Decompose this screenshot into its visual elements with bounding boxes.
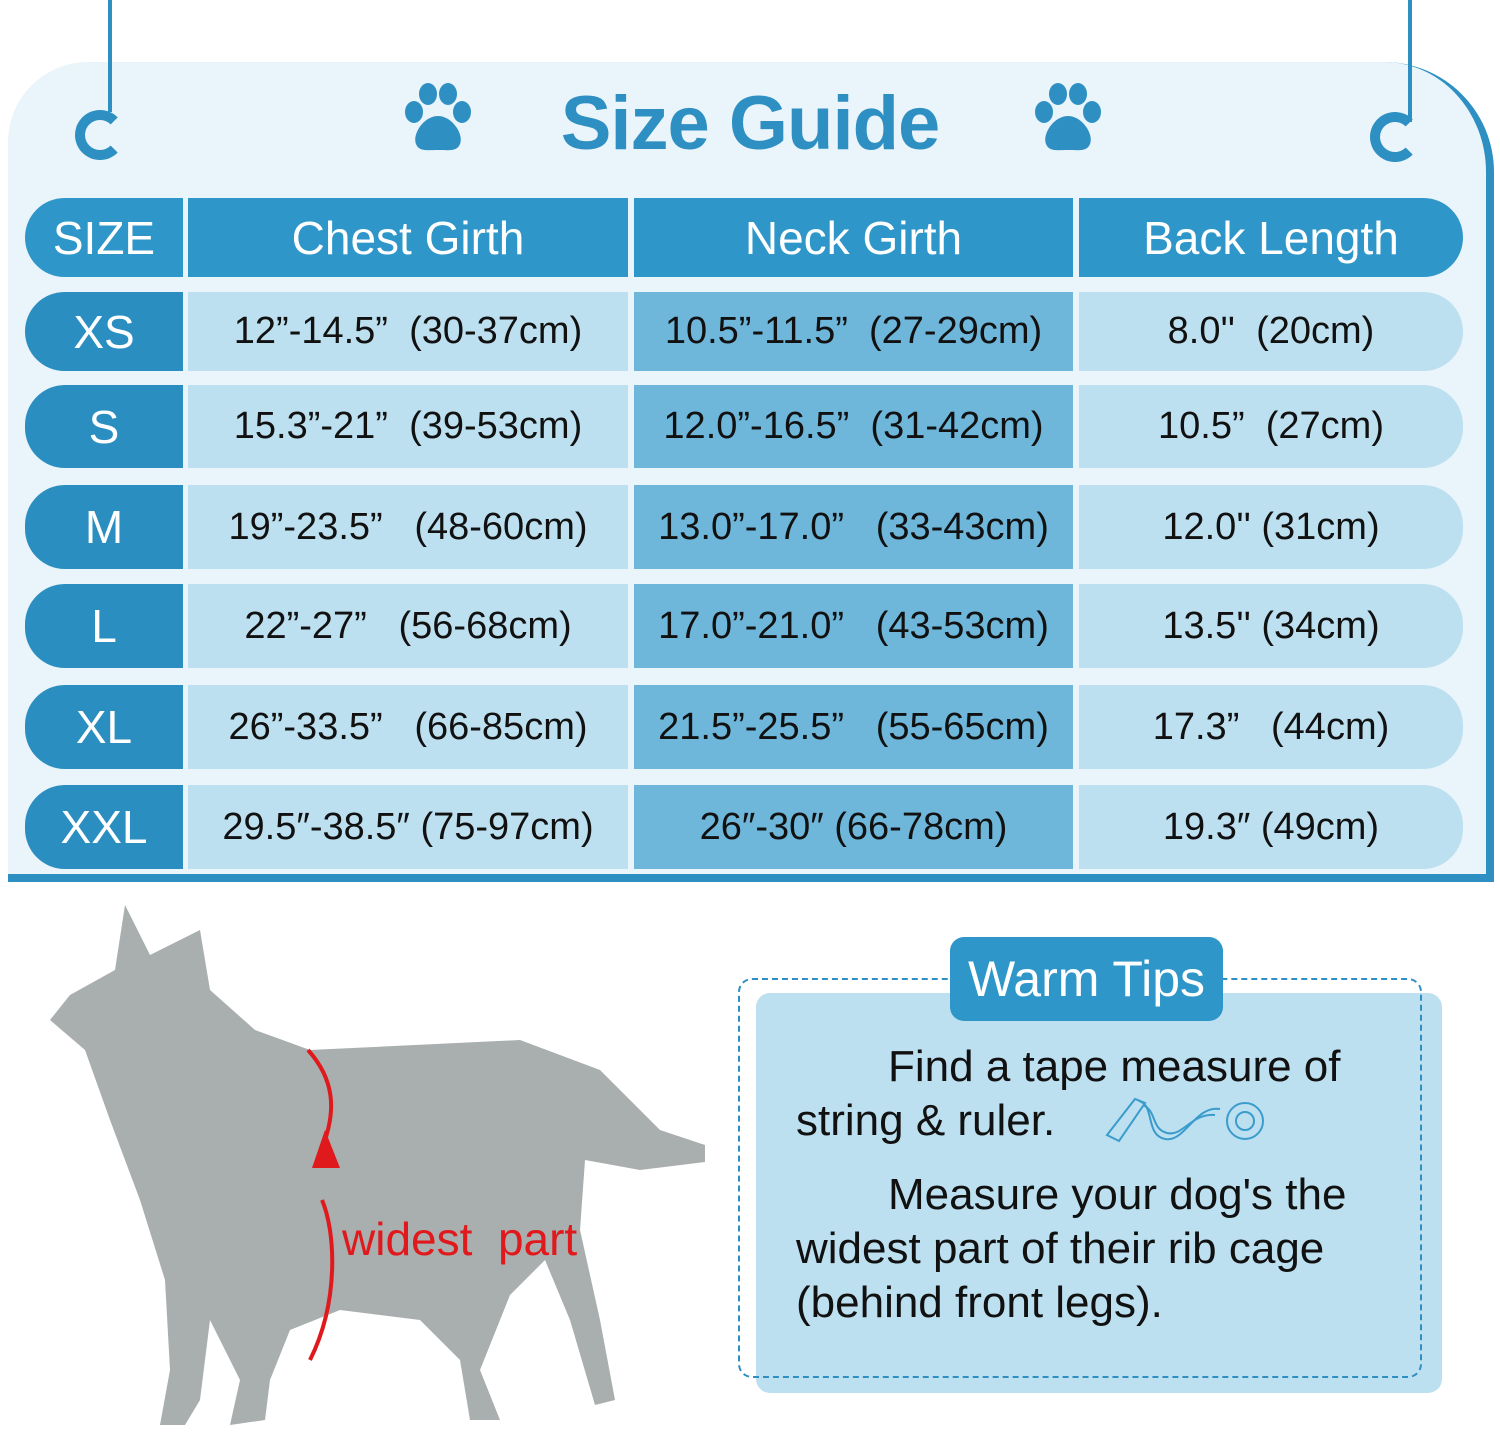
neck-cell: 12.0”-16.5” (31-42cm) (634, 385, 1073, 468)
tape-measure-icon (1105, 1097, 1264, 1143)
size-label: XS (25, 292, 183, 371)
chest-cell: 15.3”-21” (39-53cm) (188, 385, 628, 468)
widest-part-label: widest part (342, 1213, 578, 1265)
neck-cell: 21.5”-25.5” (55-65cm) (634, 685, 1073, 769)
back-cell: 19.3″ (49cm) (1079, 785, 1463, 869)
page-title: Size Guide (560, 81, 941, 166)
paw-icon (405, 83, 471, 151)
back-cell: 17.3” (44cm) (1079, 685, 1463, 769)
size-label: XL (25, 685, 183, 769)
hook-right-icon (1370, 112, 1420, 162)
column-header: Back Length (1079, 198, 1463, 277)
size-label: S (25, 385, 183, 468)
chest-cell: 12”-14.5” (30-37cm) (188, 292, 628, 371)
hanging-string-left (108, 0, 112, 112)
hook-left-icon (75, 110, 125, 160)
column-header: Chest Girth (188, 198, 628, 277)
neck-cell: 26″-30″ (66-78cm) (634, 785, 1073, 869)
size-label: M (25, 485, 183, 569)
neck-cell: 10.5”-11.5” (27-29cm) (634, 292, 1073, 371)
dog-silhouette (50, 905, 705, 1425)
size-label: L (25, 584, 183, 668)
tip-1: Find a tape measure of string & ruler. (796, 1042, 1341, 1145)
hanging-string-right (1408, 0, 1412, 122)
column-header: Neck Girth (634, 198, 1073, 277)
tips-title: Warm Tips (950, 937, 1223, 1021)
column-header: SIZE (25, 198, 183, 277)
tips-box (756, 993, 1442, 1393)
paw-icon (1035, 83, 1101, 151)
size-label: XXL (25, 785, 183, 869)
neck-cell: 13.0”-17.0” (33-43cm) (634, 485, 1073, 569)
neck-cell: 17.0”-21.0” (43-53cm) (634, 584, 1073, 668)
back-cell: 10.5” (27cm) (1079, 385, 1463, 468)
chest-cell: 26”-33.5” (66-85cm) (188, 685, 628, 769)
back-cell: 13.5'' (34cm) (1079, 584, 1463, 668)
chest-cell: 29.5″-38.5″ (75-97cm) (188, 785, 628, 869)
chest-cell: 19”-23.5” (48-60cm) (188, 485, 628, 569)
back-cell: 12.0'' (31cm) (1079, 485, 1463, 569)
tip-2: Measure your dog's the widest part of th… (796, 1170, 1347, 1327)
back-cell: 8.0'' (20cm) (1079, 292, 1463, 371)
chest-cell: 22”-27” (56-68cm) (188, 584, 628, 668)
